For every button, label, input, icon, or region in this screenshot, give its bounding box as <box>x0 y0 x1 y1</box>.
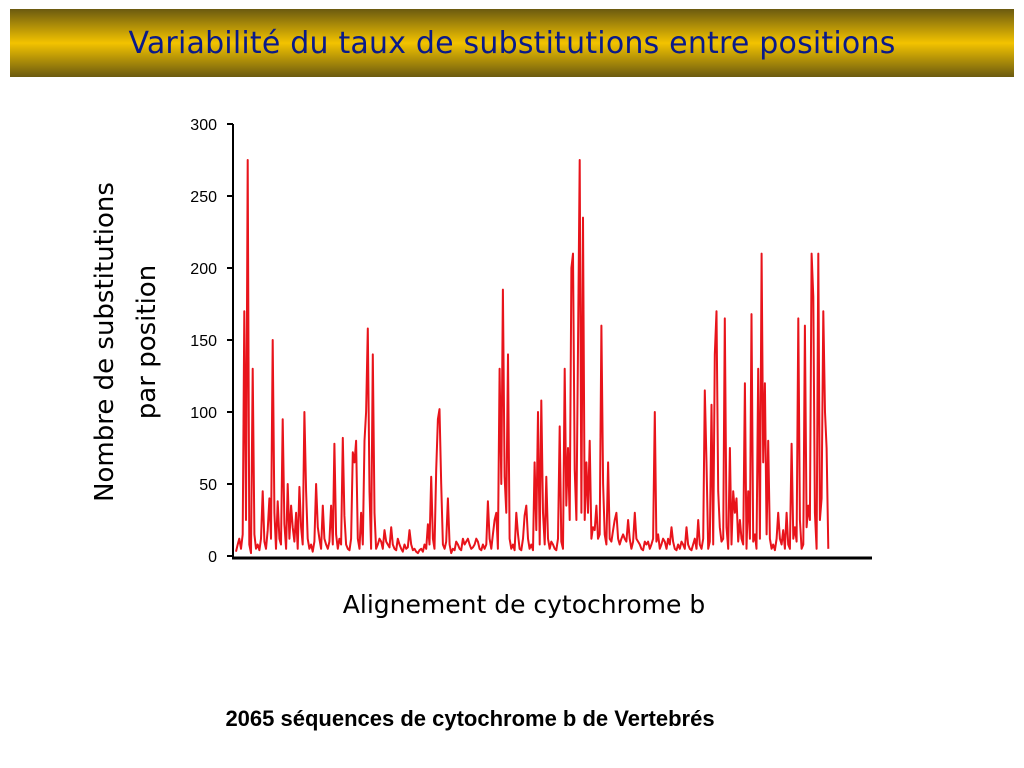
y-tick-label: 150 <box>190 333 217 350</box>
y-axis-ticks: 0 50 100 150 200 250 300 <box>190 117 233 566</box>
y-axis-label-line-1: Nombre de substitutions <box>90 182 120 502</box>
y-tick-label: 300 <box>190 117 217 134</box>
title-bar: Variabilité du taux de substitutions ent… <box>10 9 1014 77</box>
footnote: 2065 séquences de cytochrome b de Verteb… <box>225 706 715 731</box>
slide-title: Variabilité du taux de substitutions ent… <box>128 25 896 61</box>
y-axis-label-line-2: par position <box>132 264 162 420</box>
x-axis-label: Alignement de cytochrome b <box>342 590 706 619</box>
y-axis-label: Nombre de substitutions par position <box>84 182 168 502</box>
y-tick-label: 100 <box>190 405 217 422</box>
y-tick-label: 250 <box>190 189 217 206</box>
y-tick-label: 50 <box>199 477 217 494</box>
y-tick-label: 200 <box>190 261 217 278</box>
y-tick-label: 0 <box>208 549 217 566</box>
series-line <box>235 159 830 555</box>
